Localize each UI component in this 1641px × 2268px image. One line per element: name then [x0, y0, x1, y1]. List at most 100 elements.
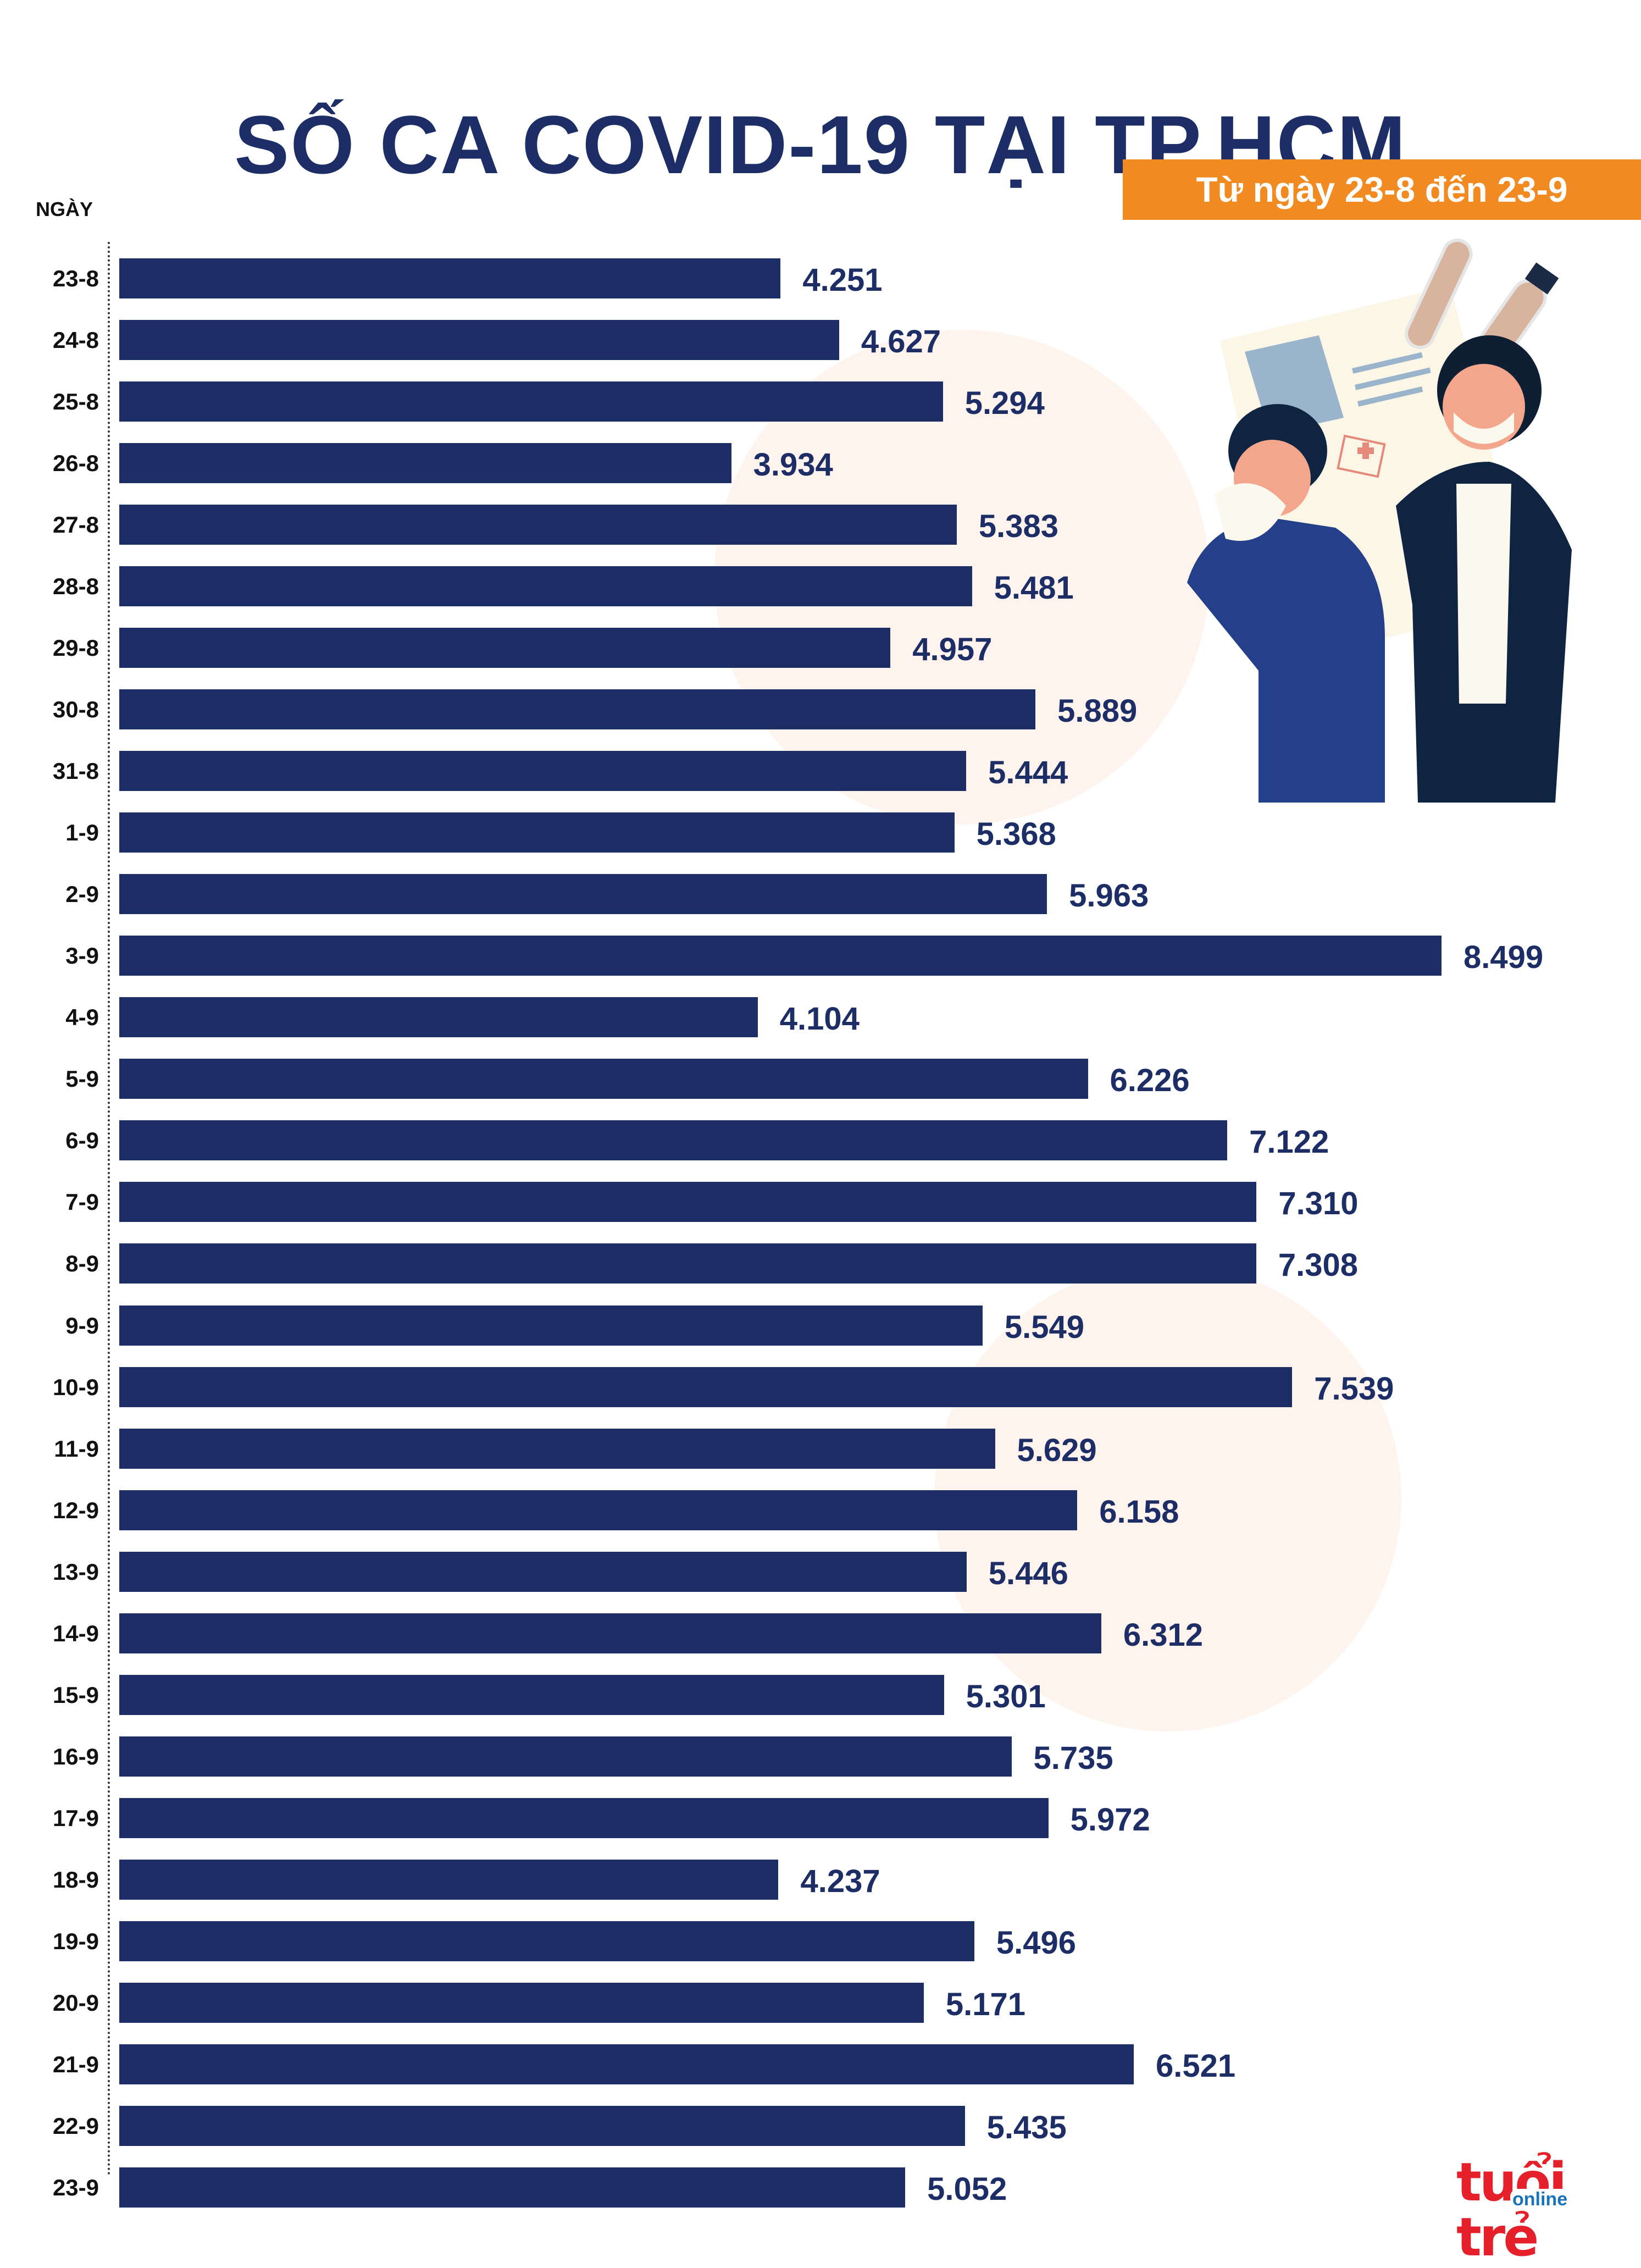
bar-value-label: 5.496	[996, 1924, 1077, 1961]
bar	[119, 1613, 1101, 1653]
date-label: 21-9	[52, 2051, 99, 2077]
bar-value-label: 5.368	[976, 816, 1056, 853]
bar	[119, 1059, 1088, 1099]
bar-value-label: 5.383	[978, 508, 1059, 545]
bar-row: 11-9 5.629	[0, 1428, 1641, 1469]
logo-text-sub: online	[1510, 2189, 1570, 2210]
bar-row: 18-9 4.237	[0, 1859, 1641, 1900]
bar	[119, 936, 1442, 976]
date-label: 18-9	[52, 1866, 99, 1893]
bar-row: 25-8 5.294	[0, 381, 1641, 422]
date-range-badge: Từ ngày 23-8 đến 23-9	[1123, 159, 1641, 220]
bar-row: 29-8 4.957	[0, 628, 1641, 668]
date-label: 22-9	[52, 2112, 99, 2139]
bar	[119, 2105, 965, 2146]
bar-row: 17-9 5.972	[0, 1797, 1641, 1838]
date-label: 26-8	[52, 450, 99, 477]
bar-value-label: 6.226	[1110, 1063, 1190, 1099]
bar-row: 26-8 3.934	[0, 443, 1641, 484]
bar-value-label: 5.052	[927, 2171, 1007, 2207]
bar-row: 20-9 5.171	[0, 1982, 1641, 2023]
bar-row: 1-9 5.368	[0, 812, 1641, 853]
bar-row: 22-9 5.435	[0, 2105, 1641, 2146]
bar-value-label: 4.251	[802, 262, 883, 298]
bar	[119, 1182, 1257, 1222]
bar-value-label: 6.158	[1099, 1493, 1179, 1530]
tuoi-tre-online-logo: tuổi trẻ online	[1456, 2155, 1616, 2265]
bar-row: 31-8 5.444	[0, 751, 1641, 792]
bar-value-label: 5.629	[1017, 1432, 1097, 1468]
bar-value-label: 4.104	[779, 1001, 860, 1037]
date-label: 25-8	[52, 389, 99, 415]
bar-value-label: 7.308	[1278, 1247, 1358, 1284]
date-label: 19-9	[52, 1928, 99, 1954]
bar	[119, 1859, 779, 1900]
date-label: 13-9	[52, 1558, 99, 1585]
bar-value-label: 5.481	[994, 570, 1074, 606]
date-label: 3-9	[65, 943, 99, 969]
date-label: 31-8	[52, 758, 99, 784]
bar	[119, 689, 1036, 730]
bar-row: 27-8 5.383	[0, 505, 1641, 545]
date-label: 11-9	[54, 1435, 99, 1462]
bar-value-label: 5.301	[966, 1678, 1046, 1714]
bar-row: 14-9 6.312	[0, 1613, 1641, 1653]
bar-row: 23-8 4.251	[0, 258, 1641, 298]
bar	[119, 1736, 1012, 1777]
bar-value-label: 5.446	[988, 1555, 1068, 1591]
bar-value-label: 7.122	[1249, 1124, 1329, 1160]
bar-value-label: 6.521	[1156, 2048, 1236, 2084]
bar-value-label: 7.310	[1278, 1186, 1359, 1222]
bar-row: 30-8 5.889	[0, 689, 1641, 730]
date-label: 29-8	[52, 635, 99, 661]
bar-row: 13-9 5.446	[0, 1551, 1641, 1592]
date-label: 4-9	[65, 1004, 99, 1031]
bar	[119, 628, 891, 668]
bar	[119, 1120, 1228, 1161]
bar-row: 15-9 5.301	[0, 1674, 1641, 1715]
bar-row: 10-9 7.539	[0, 1367, 1641, 1407]
bar	[119, 812, 955, 853]
bar	[119, 1982, 924, 2023]
bar	[119, 505, 957, 545]
bar	[119, 1551, 967, 1592]
logo-text-main: tuổi trẻ	[1456, 2151, 1567, 2268]
date-label: 9-9	[65, 1312, 99, 1338]
date-label: 28-8	[52, 573, 99, 600]
bar-value-label: 5.294	[964, 385, 1045, 422]
date-range-text: Từ ngày 23-8 đến 23-9	[1196, 170, 1568, 209]
bar-row: 28-8 5.481	[0, 566, 1641, 607]
illustration-icon	[1187, 239, 1572, 803]
date-label: 27-8	[52, 512, 99, 538]
bar-value-label: 5.972	[1070, 1801, 1150, 1838]
bar	[119, 997, 758, 1038]
bar-row: 21-9 6.521	[0, 2044, 1641, 2084]
bar-value-label: 4.627	[861, 324, 941, 360]
bar-row: 2-9 5.963	[0, 874, 1641, 915]
bar-value-label: 4.957	[912, 632, 993, 668]
bar-row: 4-9 4.104	[0, 997, 1641, 1038]
illustration-people-coughing	[1154, 220, 1641, 825]
bar-value-label: 7.539	[1314, 1370, 1394, 1407]
bar	[119, 443, 731, 484]
date-label: 1-9	[65, 820, 99, 846]
bar-value-label: 5.444	[988, 755, 1068, 791]
bar-value-label: 5.963	[1069, 878, 1149, 914]
bar	[119, 1797, 1049, 1838]
bar-row: 9-9 5.549	[0, 1305, 1641, 1346]
bar-value-label: 4.237	[800, 1863, 880, 1899]
date-label: 14-9	[52, 1620, 99, 1646]
bar	[119, 1305, 983, 1346]
date-label: 7-9	[65, 1189, 99, 1215]
date-label: 15-9	[52, 1681, 99, 1708]
bar	[119, 1674, 944, 1715]
date-label: 30-8	[52, 696, 99, 723]
bar	[119, 1921, 974, 1961]
date-label: 5-9	[65, 1066, 99, 1092]
bar	[119, 1490, 1078, 1530]
y-axis-label: NGÀY	[36, 198, 93, 220]
date-label: 24-8	[52, 327, 99, 353]
bar	[119, 1367, 1293, 1407]
bar-value-label: 3.934	[753, 447, 833, 483]
bar-value-label: 6.312	[1123, 1617, 1204, 1653]
